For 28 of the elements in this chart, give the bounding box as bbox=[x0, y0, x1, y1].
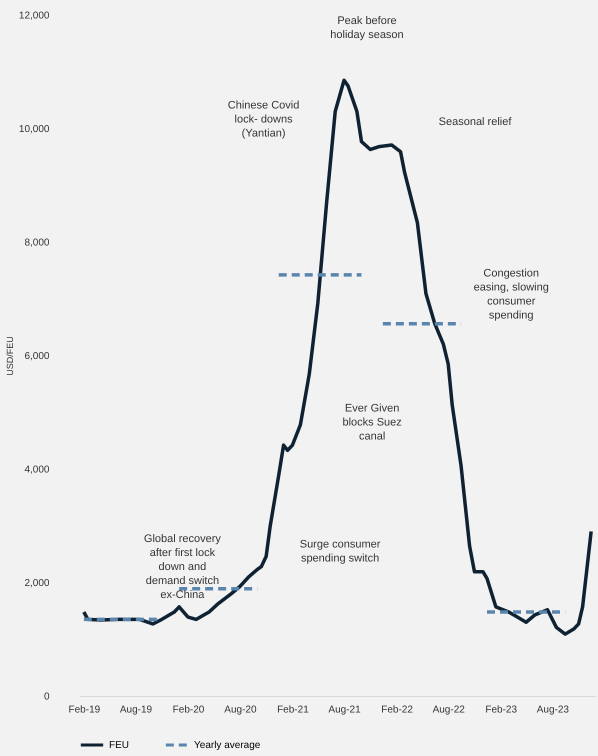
x-tick-label: Aug-23 bbox=[536, 704, 570, 716]
annotation: Global recovery after first lock down and demand switch ex-China bbox=[144, 533, 222, 602]
annotation: Peak before holiday season bbox=[330, 15, 404, 41]
x-tick-label: Aug-21 bbox=[328, 704, 362, 716]
y-tick-label: 12,000 bbox=[18, 10, 50, 22]
x-tick-label: Feb-19 bbox=[68, 704, 101, 716]
annotation: Seasonal relief bbox=[438, 116, 512, 128]
x-tick-label: Feb-22 bbox=[381, 704, 414, 716]
legend-label: Yearly average bbox=[194, 740, 261, 751]
x-tick-label: Feb-21 bbox=[277, 704, 310, 716]
y-axis-title: USD/FEU bbox=[4, 336, 15, 376]
x-tick-label: Feb-20 bbox=[172, 704, 205, 716]
x-tick-label: Aug-19 bbox=[120, 704, 153, 716]
y-tick-label: 4,000 bbox=[24, 464, 50, 476]
annotation: Congestion easing, slowing consumer spending bbox=[474, 268, 549, 322]
x-tick-label: Feb-23 bbox=[485, 704, 518, 716]
x-tick-label: Aug-20 bbox=[224, 704, 257, 716]
annotation: Ever Given blocks Suez canal bbox=[342, 402, 402, 442]
x-tick-label: Aug-22 bbox=[432, 704, 466, 716]
annotation: Surge consumer spending switch bbox=[300, 538, 381, 565]
annotation: Chinese Covid lock- downs (Yantian) bbox=[228, 99, 300, 140]
y-tick-label: 6,000 bbox=[24, 351, 50, 362]
line-series bbox=[82, 78, 593, 636]
y-tick-label: 10,000 bbox=[18, 124, 50, 135]
y-tick-label: 8,000 bbox=[24, 238, 50, 248]
y-tick-label: 0 bbox=[44, 692, 50, 702]
legend-label: FEU bbox=[109, 740, 129, 751]
y-tick-label: 2,000 bbox=[24, 578, 50, 589]
